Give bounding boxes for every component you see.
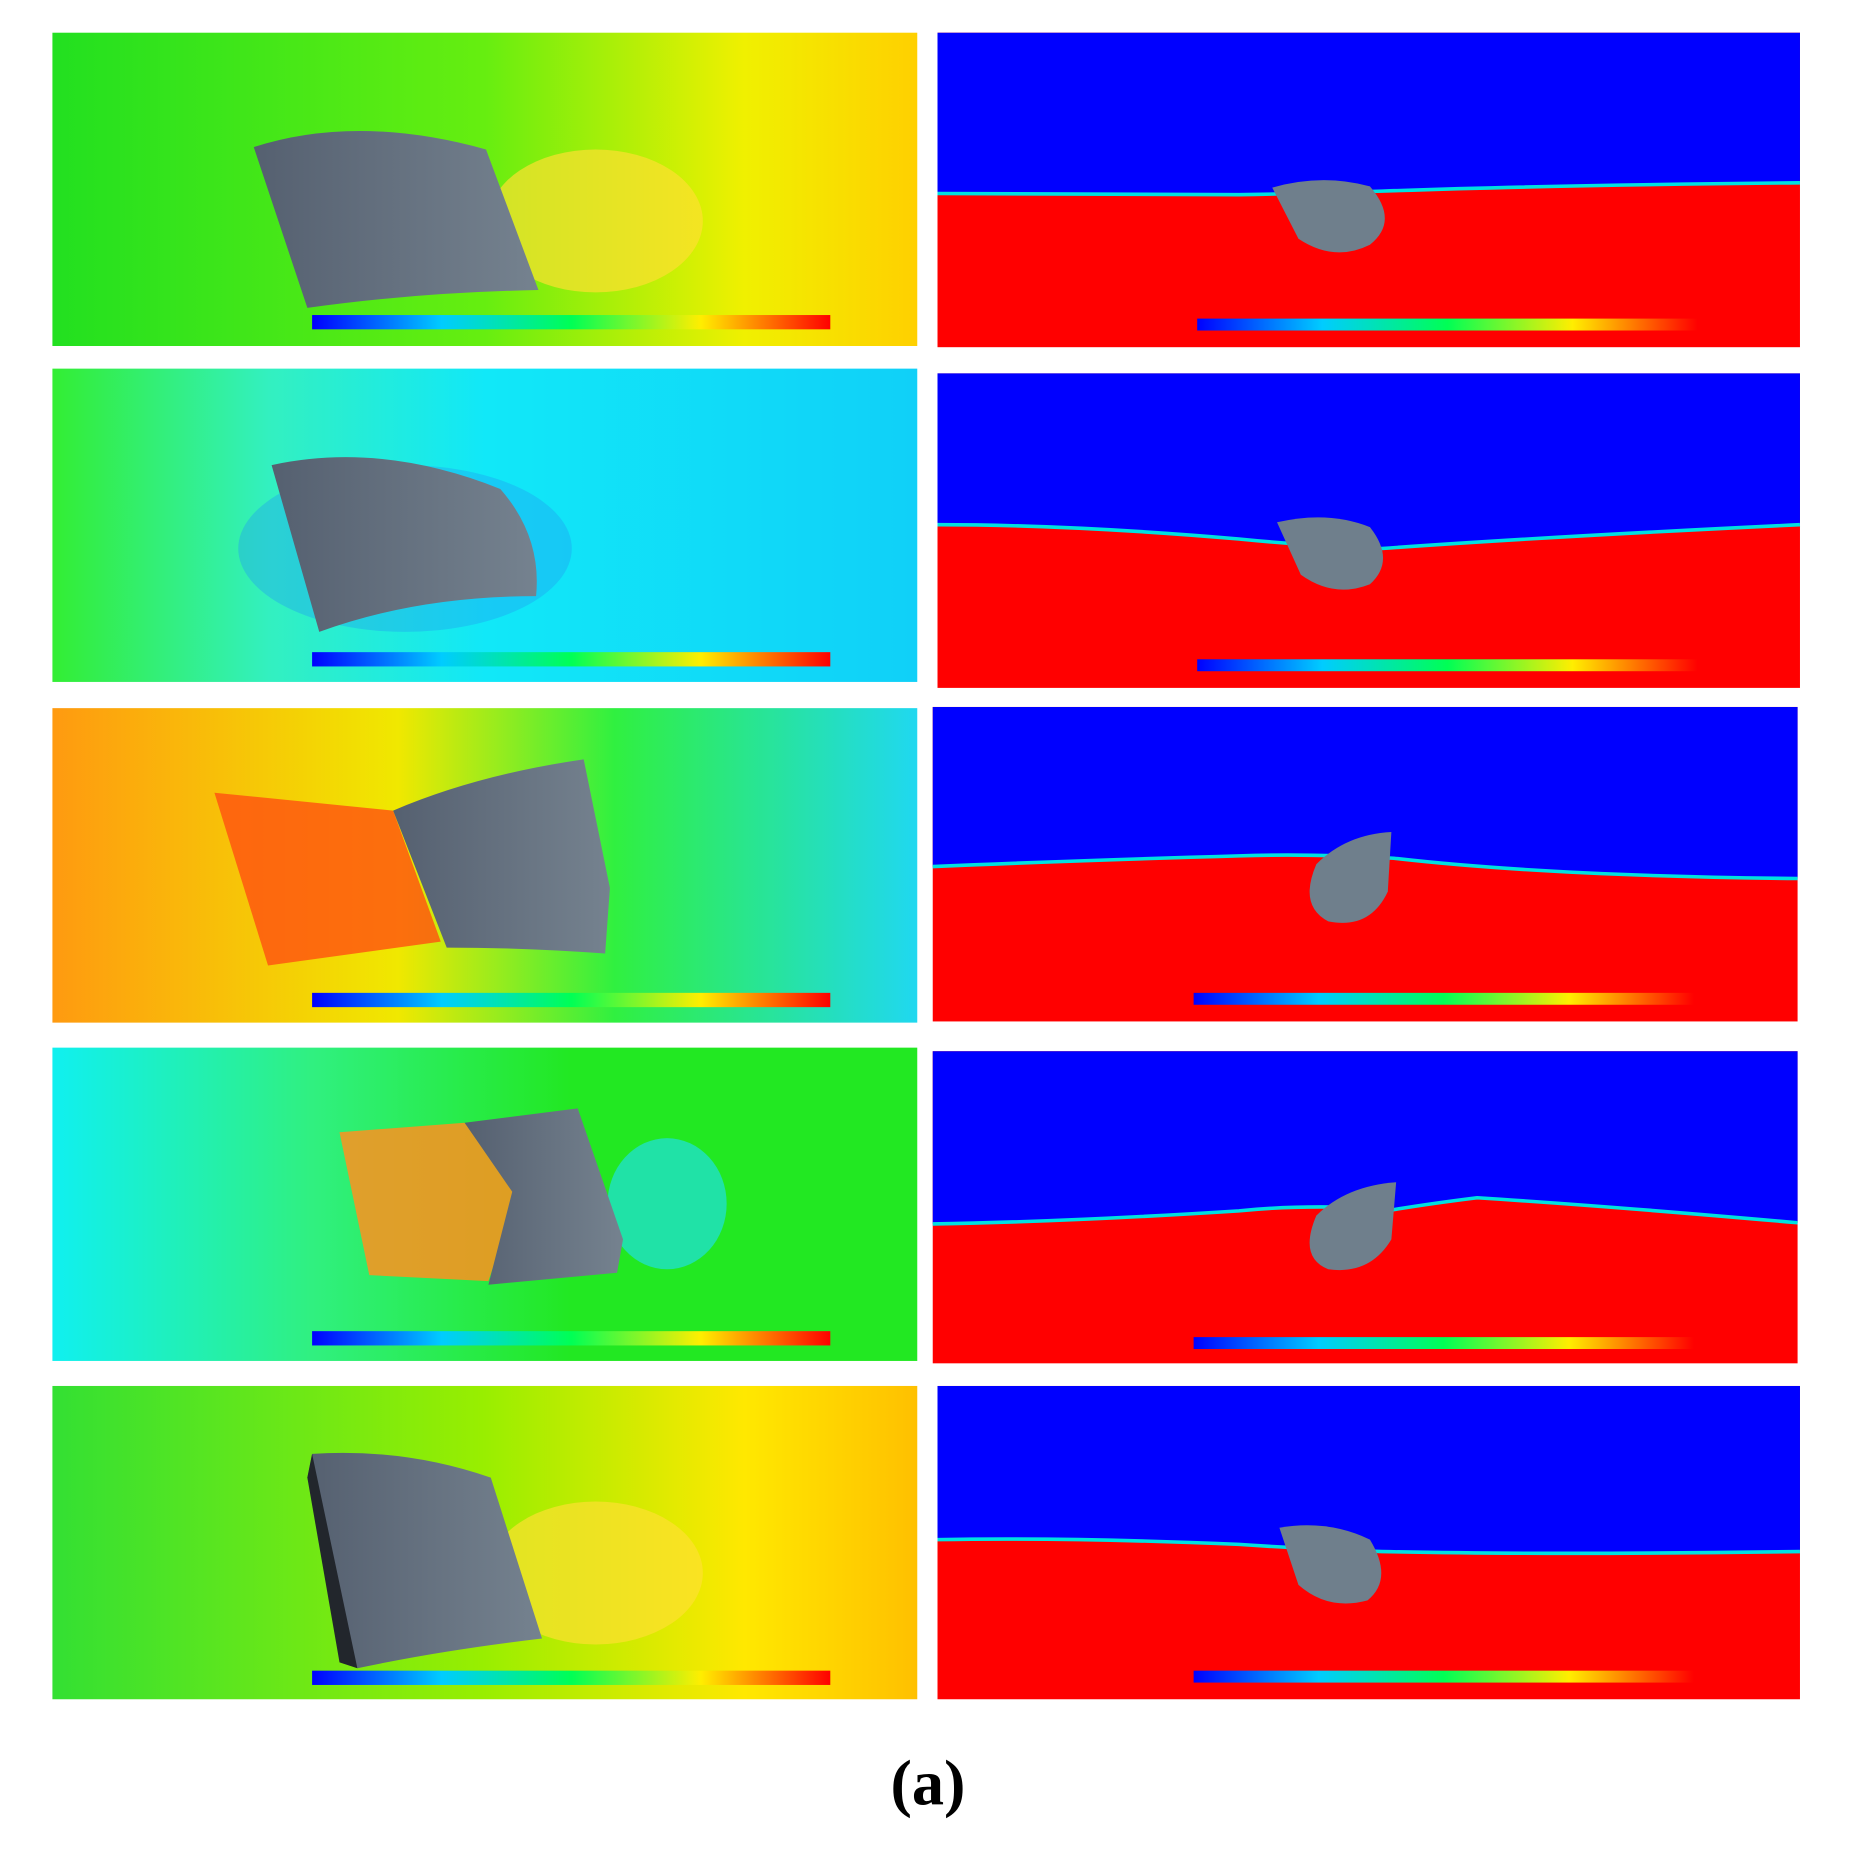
wake — [488, 1501, 703, 1645]
air — [937, 373, 1800, 549]
body — [464, 1108, 624, 1285]
body — [1279, 1525, 1382, 1604]
colorbar — [312, 315, 831, 330]
row-4 — [52, 1047, 1798, 1364]
air — [937, 1385, 1800, 1554]
colorbar — [312, 1331, 831, 1346]
row-2 — [52, 368, 1801, 688]
wake — [339, 1122, 519, 1282]
colorbar — [1197, 659, 1698, 672]
air — [937, 32, 1800, 195]
air — [932, 1051, 1798, 1224]
caption: (a) — [890, 1748, 965, 1819]
colorbar — [1193, 992, 1694, 1005]
colorbar — [1193, 1670, 1694, 1683]
body — [1309, 832, 1392, 923]
row-5 — [52, 1385, 1800, 1700]
body — [393, 759, 610, 954]
body-side — [307, 1453, 358, 1669]
body — [253, 130, 539, 308]
body — [307, 1452, 543, 1669]
colorbar — [312, 1670, 831, 1685]
body — [1277, 517, 1384, 590]
wake — [214, 792, 441, 966]
body — [271, 457, 537, 632]
colorbar — [1193, 1337, 1694, 1350]
body — [1309, 1182, 1397, 1271]
row-3 — [52, 706, 1798, 1023]
body — [1272, 180, 1385, 253]
colorbar — [312, 992, 831, 1008]
wake — [488, 149, 703, 293]
colorbar — [1197, 318, 1698, 331]
wake — [607, 1138, 727, 1270]
colorbar — [312, 652, 831, 667]
row-1 — [52, 32, 1800, 348]
air — [932, 706, 1798, 879]
